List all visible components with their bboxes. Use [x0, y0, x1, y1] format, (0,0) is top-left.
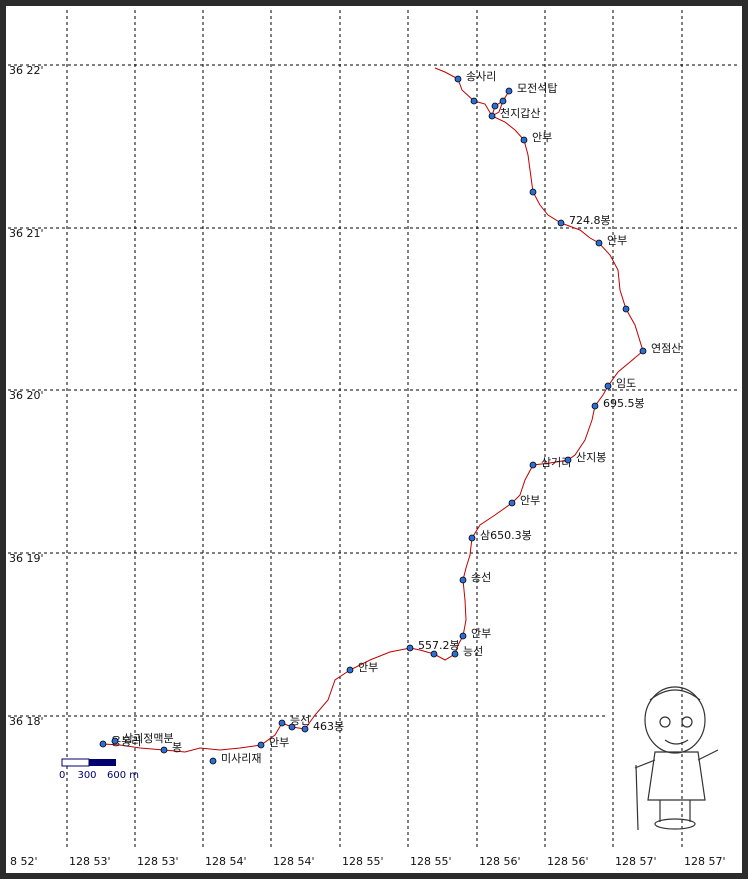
waypoint — [470, 97, 478, 105]
latitude-label: 36 20' — [9, 389, 44, 402]
waypoint-label: 연점산 — [651, 342, 681, 355]
waypoint — [499, 97, 507, 105]
waypoint-label: 산지봉 — [576, 451, 606, 464]
longitude-label: 128 56' — [479, 855, 521, 868]
waypoint-label: 695.5봉 — [603, 397, 645, 410]
waypoint — [111, 737, 119, 745]
waypoint-label: 안부 — [471, 627, 491, 640]
waypoint — [639, 347, 647, 355]
waypoint-label: 천지갑산 — [500, 106, 540, 120]
waypoint — [604, 382, 612, 390]
waypoint-label: 삼괴정맥분 — [123, 732, 174, 745]
waypoint — [468, 534, 476, 542]
latitude-label: 36 21' — [9, 227, 44, 240]
waypoint — [529, 461, 537, 469]
waypoint — [301, 725, 309, 733]
waypoint-label: 724.8봉 — [569, 214, 611, 227]
map-area — [6, 6, 742, 873]
waypoint — [591, 402, 599, 410]
latitude-label: 36 18' — [9, 715, 44, 728]
waypoint-label: 안부 — [520, 494, 540, 507]
longitude-label: 128 56' — [547, 855, 589, 868]
waypoint — [346, 666, 354, 674]
waypoint — [278, 719, 286, 727]
longitude-label: 128 53' — [69, 855, 111, 868]
waypoint — [520, 136, 528, 144]
longitude-label: 128 54' — [273, 855, 315, 868]
waypoint — [160, 746, 168, 754]
waypoint — [564, 456, 572, 464]
waypoint-label: 송선 — [471, 571, 491, 584]
waypoint-label: 안부 — [607, 234, 627, 247]
waypoint-label: 안부 — [358, 661, 378, 674]
waypoint — [595, 239, 603, 247]
longitude-label: 128 57' — [684, 855, 726, 868]
longitude-label: 128 54' — [205, 855, 247, 868]
latitude-label: 36 22' — [9, 64, 44, 77]
waypoint — [209, 757, 217, 765]
waypoint — [288, 723, 296, 731]
waypoint — [430, 650, 438, 658]
waypoint — [488, 112, 496, 120]
waypoint-label: 용봉리 — [111, 735, 141, 748]
waypoint — [529, 188, 537, 196]
longitude-label: 128 55' — [342, 855, 384, 868]
waypoint-label: 송사리 — [466, 70, 496, 83]
waypoint-label: 모전석탑 — [517, 82, 557, 95]
waypoint-label: 임도 — [616, 377, 636, 390]
waypoint-label: 미사리재 — [221, 752, 261, 765]
scale-label: 0 — [59, 770, 65, 781]
waypoint-label: 능선 — [463, 645, 483, 658]
waypoint-label: 삼거리 — [541, 456, 571, 469]
longitude-label: 128 57' — [615, 855, 657, 868]
waypoint — [451, 650, 459, 658]
waypoint — [491, 102, 499, 110]
waypoint — [505, 87, 513, 95]
cartoon — [634, 686, 719, 831]
waypoint-label: 463봉 — [313, 720, 344, 733]
waypoint-label: 안부 — [532, 131, 552, 144]
waypoint-label: 삼650.3봉 — [480, 529, 532, 542]
waypoint-label: 봉 — [172, 741, 182, 754]
scale-label: 300 — [77, 770, 96, 781]
waypoint — [557, 219, 565, 227]
scale-bar: 0 300 600 m — [59, 758, 139, 781]
longitude-label: 128 53' — [137, 855, 179, 868]
waypoint-label: 557.2봉 — [418, 639, 460, 652]
latitude-label: 36 19' — [9, 552, 44, 565]
waypoint — [99, 740, 107, 748]
scale-label: 600 m — [107, 770, 139, 781]
waypoint — [459, 632, 467, 640]
waypoint — [622, 305, 630, 313]
waypoint — [257, 741, 265, 749]
longitude-label: 128 55' — [410, 855, 452, 868]
waypoint — [454, 75, 462, 83]
waypoint — [406, 644, 414, 652]
waypoint-label: 능선 — [290, 714, 310, 727]
waypoint-label: 안부 — [269, 736, 289, 749]
waypoint — [459, 576, 467, 584]
longitude-label: 8 52' — [10, 855, 38, 868]
grid — [8, 10, 740, 850]
waypoint — [508, 499, 516, 507]
